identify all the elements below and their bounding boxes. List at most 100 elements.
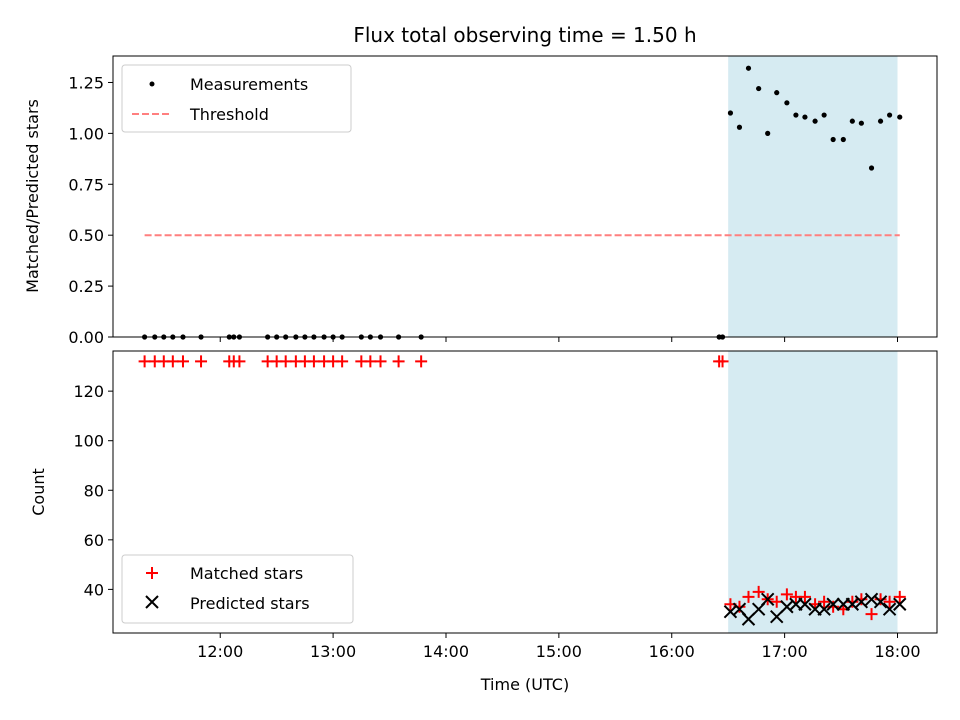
measurement-point (812, 118, 818, 124)
legend-measurements-label: Measurements (190, 75, 308, 94)
top-y-tick-label: 0.00 (68, 328, 104, 347)
matched-star-point (364, 355, 377, 368)
top-y-tick-label: 0.25 (68, 277, 104, 296)
matched-star-point (893, 590, 906, 603)
bottom-y-tick-label: 100 (73, 432, 104, 451)
measurement-point (793, 112, 799, 118)
top-y-tick-label: 0.50 (68, 226, 104, 245)
matched-star-point (752, 585, 765, 598)
bottom-plot-frame (112, 350, 938, 634)
top-chart-title: Flux total observing time = 1.50 h (353, 23, 696, 47)
predicted-star-point (723, 604, 738, 619)
matched-star-point (818, 595, 831, 608)
predicted-star-point (741, 612, 756, 626)
matched-star-point (233, 355, 246, 368)
measurement-point (784, 100, 790, 106)
bottom-legend: Matched stars Predicted stars (121, 554, 354, 624)
measurement-point (830, 136, 836, 143)
top-y-tick-label: 1.25 (68, 73, 104, 92)
matched-star-point (865, 608, 878, 621)
measurement-point (802, 114, 808, 120)
matched-star-point (798, 590, 811, 603)
bottom-x-tick-label: 17:00 (762, 642, 808, 661)
top-x-axis-ticks (219, 337, 898, 342)
bottom-y-axis-label: Count (29, 468, 48, 516)
legend-threshold-label: Threshold (189, 105, 269, 124)
measurement-point (774, 90, 780, 96)
top-y-axis-ticks: 0.00 0.25 0.50 0.75 1.00 1.25 (68, 73, 113, 347)
bottom-y-tick-label: 120 (73, 382, 104, 401)
measurement-point (745, 65, 752, 71)
predicted-star-point (882, 602, 897, 616)
measurement-point (886, 112, 893, 118)
measurement-point (840, 136, 846, 143)
matched-star-point (827, 600, 840, 613)
matched-star-point (716, 355, 729, 368)
predicted-star-point (873, 595, 888, 609)
top-shaded-interval (728, 56, 898, 337)
bottom-x-axis-label: Time (UTC) (480, 675, 569, 694)
top-y-tick-label: 0.75 (68, 175, 104, 194)
predicted-star-point (760, 592, 775, 607)
measurement-point (897, 114, 903, 120)
matched-star-point (166, 355, 179, 368)
legend-predicted-marker (145, 595, 159, 609)
bottom-x-tick-label: 13:00 (310, 642, 356, 661)
matched-star-point (415, 355, 428, 368)
predicted-star-point (817, 602, 831, 616)
measurement-point (858, 120, 864, 126)
matched-star-point (874, 593, 887, 606)
bottom-y-tick-label: 60 (84, 531, 104, 550)
bottom-legend-box (121, 554, 354, 624)
legend-predicted-label: Predicted stars (190, 594, 310, 613)
bottom-shaded-interval (728, 351, 898, 633)
legend-measurements-marker (149, 81, 155, 87)
legend-matched-label: Matched stars (190, 564, 303, 583)
measurement-point (765, 130, 771, 136)
predicted-star-point (893, 597, 907, 611)
top-legend-box (121, 64, 352, 133)
matched-star-point (374, 355, 387, 368)
top-y-tick-label: 1.00 (68, 124, 104, 143)
matched-star-point (780, 588, 793, 601)
predicted-star-point (798, 597, 812, 611)
bottom-panel: 40 60 80 100 120 12:00 13:00 14:00 15:00 16:00 17… (29, 350, 938, 694)
predicted-star-point (854, 595, 869, 609)
measurement-point (868, 165, 875, 171)
bottom-x-tick-label: 12:00 (197, 642, 243, 661)
measurement-point (877, 118, 884, 124)
matched-star-point (336, 355, 349, 368)
top-plot-frame (112, 55, 938, 338)
bottom-y-axis-ticks: 40 60 80 100 120 (73, 382, 113, 599)
measurement-point (849, 118, 855, 124)
matched-star-point (742, 590, 755, 603)
matched-star-point (883, 595, 896, 608)
bottom-y-tick-label: 80 (84, 481, 104, 500)
top-panel: 0.00 0.25 0.50 0.75 1.00 1.25 Flux total obse… (23, 23, 938, 347)
bottom-x-tick-label: 15:00 (536, 642, 582, 661)
bottom-x-axis-ticks: 12:00 13:00 14:00 15:00 16:00 17:00 18:00 (197, 633, 921, 661)
bottom-x-tick-label: 18:00 (874, 642, 920, 661)
measurement-point (736, 124, 743, 130)
matched-star-point (138, 355, 151, 368)
matched-star-point (176, 355, 189, 368)
top-legend: Measurements Threshold (121, 64, 352, 133)
predicted-star-point (864, 592, 879, 607)
predicted-star-point (826, 597, 840, 611)
measurement-point (756, 85, 762, 92)
predicted-star-point (845, 597, 860, 611)
matched-star-point (392, 355, 405, 368)
bottom-y-tick-label: 40 (84, 580, 104, 599)
legend-matched-marker (146, 567, 158, 579)
predicted-star-point (780, 600, 794, 614)
predicted-star-point (770, 609, 784, 624)
matched-star-point (195, 355, 208, 368)
measurement-point (727, 110, 734, 116)
bottom-x-tick-label: 14:00 (423, 642, 469, 661)
matched-star-point (307, 355, 320, 368)
bottom-plot-marks (138, 355, 907, 626)
bottom-x-tick-label: 16:00 (649, 642, 695, 661)
measurement-point (821, 112, 827, 118)
top-y-axis-label: Matched/Predicted stars (23, 99, 42, 293)
